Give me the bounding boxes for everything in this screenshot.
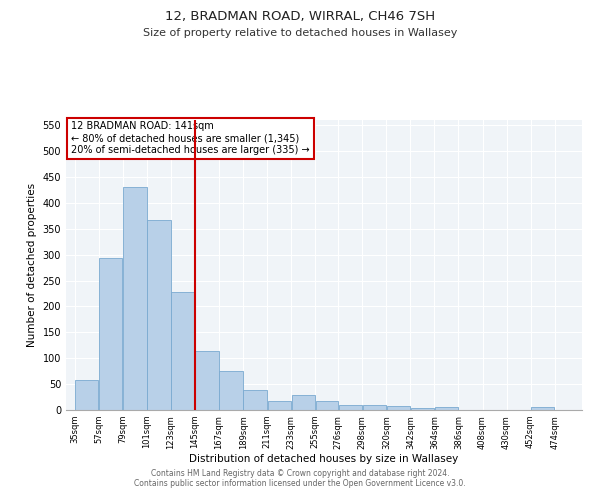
- Text: Size of property relative to detached houses in Wallasey: Size of property relative to detached ho…: [143, 28, 457, 38]
- Bar: [172, 292, 194, 410]
- Bar: [99, 258, 122, 410]
- Text: Contains public sector information licensed under the Open Government Licence v3: Contains public sector information licen…: [134, 478, 466, 488]
- Bar: [268, 401, 291, 410]
- Bar: [196, 352, 218, 410]
- Bar: [244, 390, 267, 410]
- Bar: [411, 408, 434, 410]
- Bar: [147, 220, 170, 410]
- Bar: [123, 188, 146, 410]
- Text: Contains HM Land Registry data © Crown copyright and database right 2024.: Contains HM Land Registry data © Crown c…: [151, 468, 449, 477]
- Bar: [292, 395, 315, 410]
- Text: 12, BRADMAN ROAD, WIRRAL, CH46 7SH: 12, BRADMAN ROAD, WIRRAL, CH46 7SH: [165, 10, 435, 23]
- Bar: [435, 408, 458, 410]
- X-axis label: Distribution of detached houses by size in Wallasey: Distribution of detached houses by size …: [190, 454, 458, 464]
- Bar: [75, 380, 98, 410]
- Bar: [362, 405, 386, 410]
- Bar: [220, 370, 243, 410]
- Bar: [386, 406, 410, 410]
- Bar: [531, 408, 554, 410]
- Bar: [316, 401, 338, 410]
- Text: 12 BRADMAN ROAD: 141sqm
← 80% of detached houses are smaller (1,345)
20% of semi: 12 BRADMAN ROAD: 141sqm ← 80% of detache…: [71, 122, 310, 154]
- Y-axis label: Number of detached properties: Number of detached properties: [27, 183, 37, 347]
- Bar: [338, 405, 362, 410]
